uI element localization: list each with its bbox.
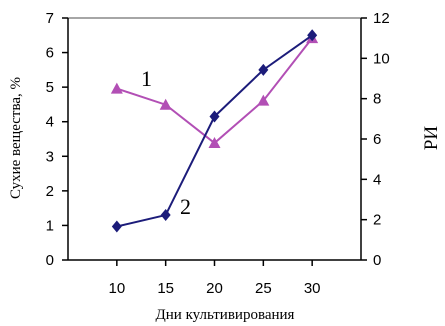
y-left-tick-label-1: 1: [46, 217, 54, 234]
series-2-point-2: [209, 110, 220, 123]
x-tick-label-4: 30: [304, 280, 321, 297]
y-right-tick-label-6: 12: [373, 10, 390, 27]
y-right-tick-label-5: 10: [373, 50, 390, 67]
y-left-tick-label-7: 7: [46, 10, 54, 27]
y-right-tick-label-1: 2: [373, 212, 381, 229]
y-left-tick-label-3: 3: [46, 148, 54, 165]
series-1-point-3: [257, 94, 270, 106]
y-right-tick-label-4: 8: [373, 91, 381, 108]
y-axis-title-left: Сухие вещества, %: [8, 77, 24, 199]
curve-label-1: 1: [141, 66, 152, 91]
x-tick-label-2: 20: [206, 280, 223, 297]
y-right-tick-label-2: 4: [373, 171, 381, 188]
y-left-tick-label-4: 4: [46, 114, 54, 131]
y-left-tick-label-5: 5: [46, 79, 54, 96]
y-left-tick-label-0: 0: [46, 252, 54, 269]
y-right-tick-label-0: 0: [373, 252, 381, 269]
x-tick-label-3: 25: [255, 280, 272, 297]
x-tick-label-1: 15: [157, 280, 174, 297]
series-2-point-1: [160, 209, 171, 222]
y-right-tick-label-3: 6: [373, 131, 381, 148]
series-2-point-4: [307, 29, 318, 42]
y-left-tick-label-6: 6: [46, 45, 54, 62]
x-axis-title: Дни культивирования: [156, 307, 295, 323]
series-1-point-2: [208, 137, 221, 149]
y-axis-title-right: РИ: [421, 126, 442, 151]
series-1-point-0: [110, 82, 123, 94]
curve-label-2: 2: [180, 194, 191, 219]
series-2-point-0: [111, 220, 122, 233]
series-1-point-1: [159, 98, 172, 110]
x-tick-label-0: 10: [108, 280, 125, 297]
series-2-point-3: [258, 63, 269, 76]
series-2-line: [116, 34, 313, 228]
y-left-tick-label-2: 2: [46, 183, 54, 200]
